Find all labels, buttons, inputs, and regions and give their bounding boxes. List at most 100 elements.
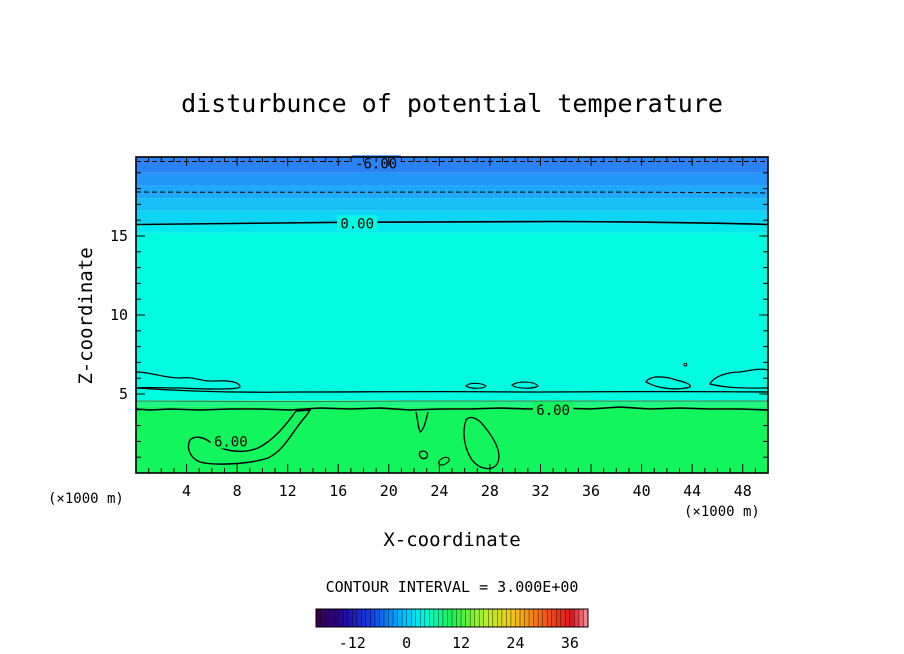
- colorbar-cell-35: [474, 609, 480, 627]
- contour-label-bg-3: [210, 433, 251, 449]
- x-tick-label-20: 20: [380, 482, 398, 500]
- colorbar-cell-2: [325, 609, 330, 627]
- colorbar-cell-44: [515, 609, 521, 627]
- colorbar-cell-26: [433, 609, 439, 627]
- contour-label-bg-1: [337, 215, 378, 231]
- contour-cloud-right: [645, 376, 691, 390]
- contour-line-3: [136, 387, 768, 393]
- x-tick-label-8: 8: [233, 482, 242, 500]
- colorbar-cell-32: [461, 609, 466, 627]
- colorbar-cell-45: [520, 609, 525, 627]
- x-tick-label-24: 24: [430, 482, 448, 500]
- colorbar-cell-47: [529, 609, 534, 627]
- colorbar-cell-42: [506, 609, 512, 627]
- temperature-field: [136, 157, 768, 473]
- field-band-3: [136, 223, 768, 233]
- x-tick-label-12: 12: [279, 482, 297, 500]
- x-tick-label-16: 16: [329, 482, 347, 500]
- x-tick-label-48: 48: [734, 482, 752, 500]
- colorbar-cell-10: [361, 609, 367, 627]
- colorbar-cell-33: [465, 609, 471, 627]
- colorbar-cell-59: [583, 609, 589, 627]
- colorbar-cell-48: [533, 609, 539, 627]
- contour-label-0: -6.00: [355, 156, 397, 172]
- x-tick-label-32: 32: [531, 482, 549, 500]
- colorbar-cell-1: [320, 609, 326, 627]
- colorbar-cell-18: [397, 609, 403, 627]
- contour-interval-text: CONTOUR INTERVAL = 3.000E+00: [326, 578, 579, 596]
- field-band-8: [136, 157, 768, 173]
- contour-line-zero: [136, 220, 768, 226]
- x-tick-label-36: 36: [582, 482, 600, 500]
- colorbar-cell-8: [352, 609, 358, 627]
- colorbar-cell-5: [338, 609, 344, 627]
- colorbar-tick-label-0: -12: [339, 634, 366, 652]
- colorbar-cell-23: [420, 609, 426, 627]
- colorbar-tick-label-1: 0: [402, 634, 411, 652]
- y-tick-label-10: 10: [110, 306, 128, 324]
- colorbar-cell-51: [547, 609, 553, 627]
- contour-label-bg-2: [532, 401, 574, 417]
- contour-cloud-mid2: [511, 381, 539, 389]
- colorbar-cell-52: [551, 609, 557, 627]
- x-unit-right: (×1000 m): [684, 504, 760, 520]
- colorbar-cell-40: [497, 609, 503, 627]
- colorbar-cell-53: [556, 609, 562, 627]
- x-unit-left: (×1000 m): [48, 491, 124, 507]
- colorbar-cell-29: [447, 609, 453, 627]
- colorbar-cell-16: [388, 609, 394, 627]
- x-tick-label-28: 28: [481, 482, 499, 500]
- colorbar-tick-label-3: 24: [506, 634, 524, 652]
- field-band-1: [136, 400, 768, 407]
- contour-labels: -6.00 0.00 6.00 6.00: [210, 155, 574, 450]
- field-band-2: [136, 232, 768, 401]
- colorbar-tick-label-4: 36: [561, 634, 579, 652]
- colorbar-cell-7: [347, 609, 353, 627]
- contour-cloud-mid: [465, 382, 487, 389]
- contour-label-3: 6.00: [214, 434, 248, 450]
- x-axis-label: X-coordinate: [383, 529, 520, 551]
- colorbar-cell-37: [483, 609, 489, 627]
- contour-label-2: 6.00: [536, 403, 570, 419]
- contour-dip-center: [415, 411, 429, 433]
- colorbar-cell-14: [379, 609, 385, 627]
- colorbar-cell-41: [501, 609, 507, 627]
- contour-blob-center-small: [418, 450, 429, 460]
- colorbar-cell-25: [429, 609, 435, 627]
- field-band-5: [136, 198, 768, 211]
- contour-blob-center: [463, 416, 500, 470]
- colorbar-cell-30: [452, 609, 457, 627]
- colorbar-cell-0: [316, 609, 321, 627]
- colorbar-cell-56: [569, 609, 575, 627]
- colorbar-cell-20: [406, 609, 412, 627]
- colorbar-cell-19: [402, 609, 407, 627]
- colorbar-cell-54: [560, 609, 566, 627]
- field-band-7: [136, 172, 768, 186]
- colorbar-cell-46: [524, 609, 530, 627]
- contour-cloud-left: [136, 371, 241, 390]
- colorbar-cell-24: [424, 609, 430, 627]
- colorbar-cell-17: [393, 609, 398, 627]
- colorbar-cell-13: [374, 609, 380, 627]
- contour-line-minus3: [136, 191, 768, 194]
- x-tick-label-4: 4: [182, 482, 191, 500]
- colorbar-cell-57: [574, 609, 580, 627]
- y-tick-label-5: 5: [119, 385, 128, 403]
- contour-dot: [683, 362, 688, 367]
- contour-cloud-right2: [709, 368, 768, 389]
- contour-line-6: [136, 406, 768, 411]
- colorbar-cell-58: [578, 609, 584, 627]
- colorbar-cell-34: [470, 609, 475, 627]
- colorbar-cell-31: [456, 609, 462, 627]
- colorbar-cell-36: [479, 609, 485, 627]
- y-axis-label: Z-coordinate: [75, 247, 97, 384]
- colorbar-cell-27: [438, 609, 444, 627]
- colorbar-cell-11: [365, 609, 371, 627]
- colorbar-cell-49: [538, 609, 543, 627]
- colorbar-cell-22: [415, 609, 421, 627]
- colorbar-cell-6: [343, 609, 349, 627]
- colorbar-cell-38: [488, 609, 494, 627]
- colorbar-cell-9: [356, 609, 362, 627]
